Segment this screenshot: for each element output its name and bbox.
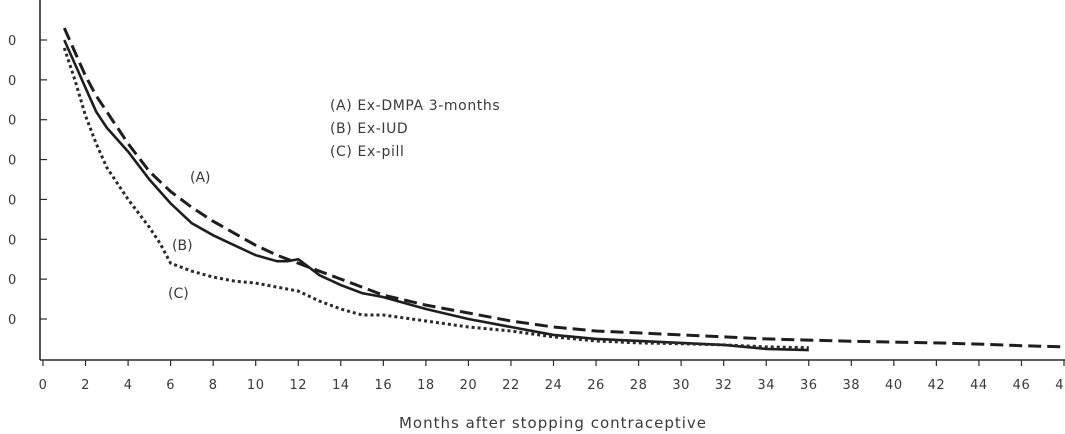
series-line-a xyxy=(62,27,1065,349)
x-tick-label: 44 xyxy=(970,378,988,393)
y-tick-label: 0 xyxy=(8,154,16,169)
y-tick-label: 0 xyxy=(8,313,16,328)
x-tick-label: 6 xyxy=(166,378,175,393)
x-tick-label: 8 xyxy=(209,378,218,393)
y-tick-label: 0 xyxy=(8,114,16,129)
y-tick-label: 0 xyxy=(8,193,16,208)
x-tick-label: 46 xyxy=(1013,378,1031,393)
legend-item-c: (C) Ex-pill xyxy=(330,144,405,160)
x-tick-label: 10 xyxy=(247,378,265,393)
y-axis-ticks: 0 0 0 0 0 0 0 0 xyxy=(8,34,47,328)
x-tick-label: 2 xyxy=(81,378,90,393)
y-tick-label: 0 xyxy=(8,74,16,89)
x-tick-label: 4 xyxy=(124,378,133,393)
x-tick-label: 16 xyxy=(375,378,393,393)
x-tick-label: 22 xyxy=(502,378,520,393)
x-tick-label: 38 xyxy=(843,378,861,393)
x-tick-label: 36 xyxy=(800,378,818,393)
y-tick-label: 0 xyxy=(8,273,16,288)
x-tick-label: 40 xyxy=(885,378,903,393)
x-tick-label: 42 xyxy=(928,378,946,393)
y-tick-label: 0 xyxy=(8,233,16,248)
x-axis-ticks: 0 2 4 6 8 10 12 14 16 18 20 22 24 26 28 30 32 34 36 38 40 42 4… xyxy=(39,360,1065,393)
legend-item-b: (B) Ex-IUD xyxy=(330,121,408,137)
x-tick-label: 12 xyxy=(289,378,307,393)
series-layer xyxy=(62,27,1065,352)
curve-label-a: (A) xyxy=(190,170,211,186)
x-tick-label: 28 xyxy=(630,378,648,393)
series-line-b xyxy=(63,39,809,352)
legend-item-a: (A) Ex-DMPA 3-months xyxy=(330,98,500,114)
y-tick-label: 0 xyxy=(8,34,16,49)
x-tick-label: 14 xyxy=(332,378,350,393)
x-tick-label: 30 xyxy=(672,378,690,393)
curve-label-c: (C) xyxy=(168,286,189,302)
legend: (A) Ex-DMPA 3-months (B) Ex-IUD (C) Ex-p… xyxy=(330,98,500,160)
x-tick-label: 32 xyxy=(715,378,733,393)
x-tick-label: 0 xyxy=(39,378,48,393)
series-line-c xyxy=(62,47,809,350)
x-tick-label: 26 xyxy=(587,378,605,393)
x-tick-label: 20 xyxy=(460,378,478,393)
x-tick-label: 24 xyxy=(545,378,563,393)
x-axis-title: Months after stopping contraceptive xyxy=(399,414,707,432)
x-tick-label: 48 xyxy=(1055,378,1065,393)
curve-label-b: (B) xyxy=(172,238,193,254)
x-tick-label: 34 xyxy=(757,378,775,393)
x-tick-label: 18 xyxy=(417,378,435,393)
